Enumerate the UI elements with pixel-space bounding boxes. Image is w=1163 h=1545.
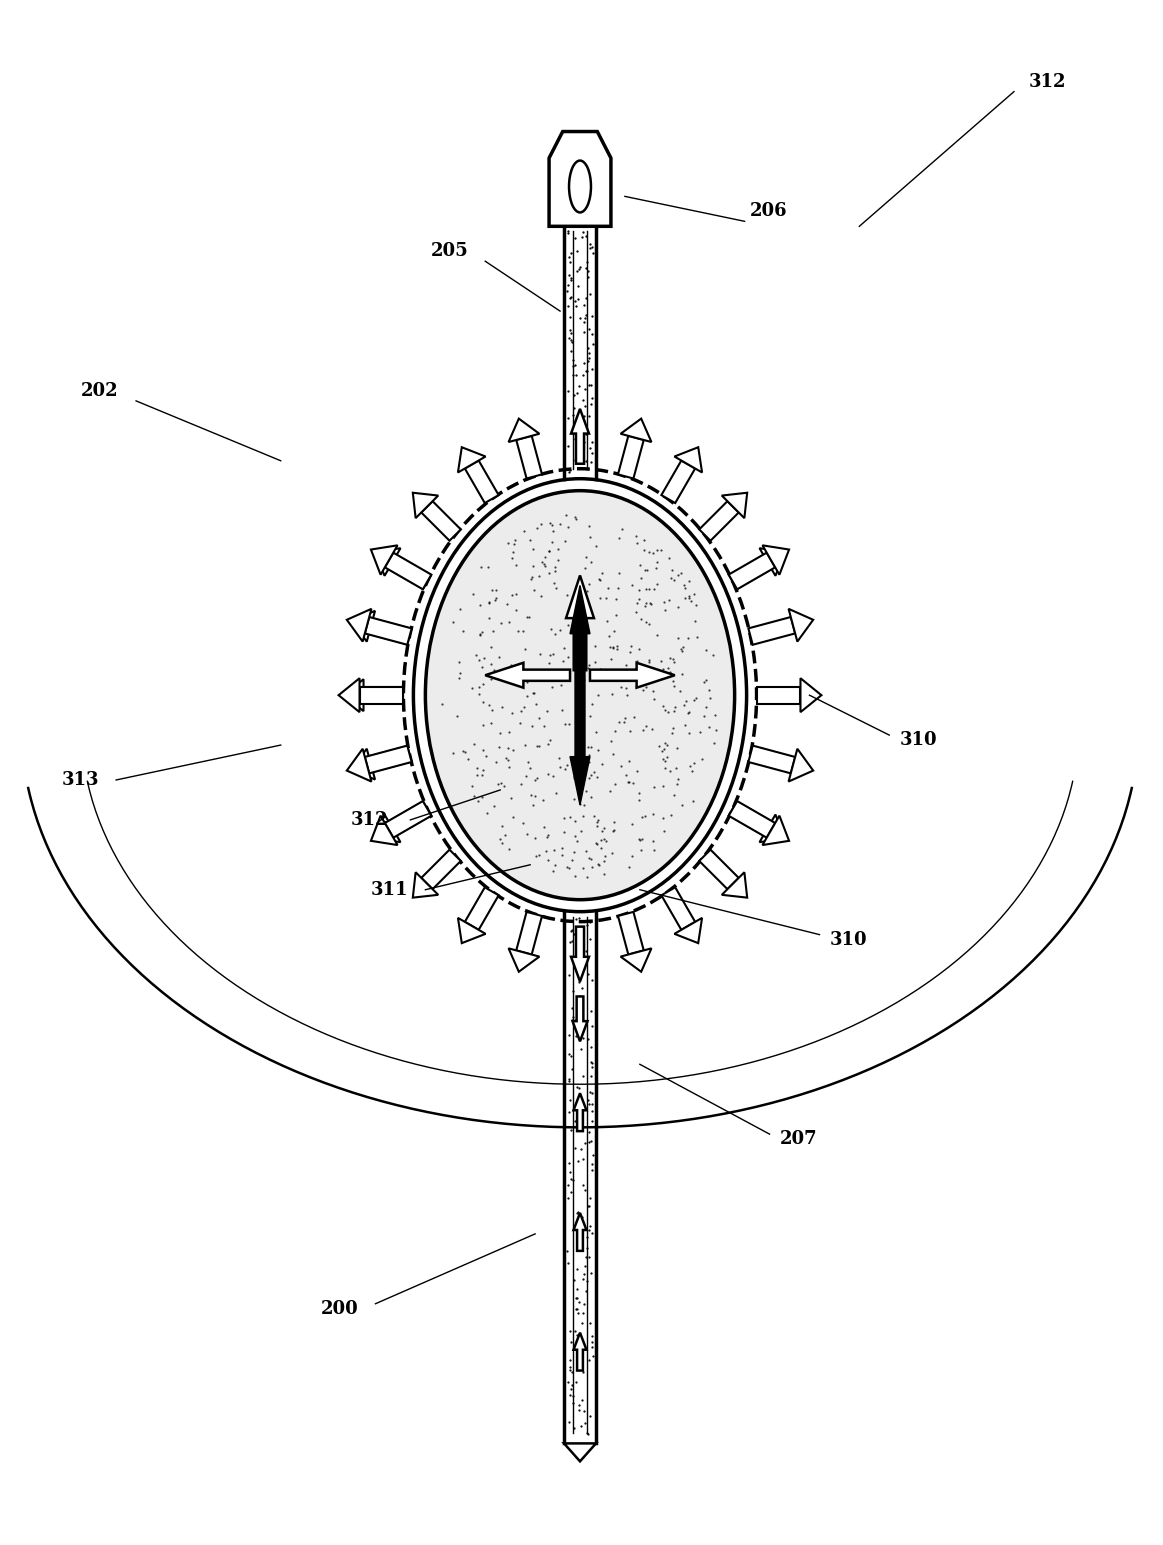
Polygon shape xyxy=(508,949,540,972)
Polygon shape xyxy=(343,680,364,711)
Text: 310: 310 xyxy=(829,930,868,949)
Polygon shape xyxy=(549,131,611,226)
Polygon shape xyxy=(413,873,438,898)
Polygon shape xyxy=(351,749,374,780)
Polygon shape xyxy=(458,447,486,473)
Polygon shape xyxy=(376,814,400,842)
Polygon shape xyxy=(800,678,821,712)
Polygon shape xyxy=(748,616,795,644)
Polygon shape xyxy=(590,663,675,688)
Polygon shape xyxy=(675,918,702,942)
Polygon shape xyxy=(759,548,785,576)
Text: 202: 202 xyxy=(81,382,119,400)
Polygon shape xyxy=(385,800,431,837)
Polygon shape xyxy=(365,616,412,644)
Polygon shape xyxy=(421,850,461,890)
Polygon shape xyxy=(371,816,398,845)
Polygon shape xyxy=(516,436,542,479)
Text: 200: 200 xyxy=(321,1299,358,1318)
Polygon shape xyxy=(618,912,644,955)
Polygon shape xyxy=(413,493,438,518)
Polygon shape xyxy=(729,555,771,589)
Polygon shape xyxy=(421,501,461,541)
Polygon shape xyxy=(722,873,747,898)
Ellipse shape xyxy=(426,491,735,899)
Polygon shape xyxy=(571,927,588,981)
Text: 206: 206 xyxy=(750,202,787,221)
Polygon shape xyxy=(388,555,431,589)
Polygon shape xyxy=(573,1213,586,1251)
Polygon shape xyxy=(571,409,588,464)
Polygon shape xyxy=(566,575,594,671)
Text: 312: 312 xyxy=(1029,73,1066,91)
Polygon shape xyxy=(385,553,431,589)
Polygon shape xyxy=(675,447,702,473)
Polygon shape xyxy=(347,609,371,641)
Polygon shape xyxy=(338,678,359,712)
Polygon shape xyxy=(729,800,776,837)
Polygon shape xyxy=(369,618,412,644)
Polygon shape xyxy=(465,460,499,504)
Polygon shape xyxy=(729,802,771,836)
Polygon shape xyxy=(621,949,651,972)
Text: 310: 310 xyxy=(899,731,937,749)
Polygon shape xyxy=(763,545,789,575)
Polygon shape xyxy=(376,548,400,576)
Polygon shape xyxy=(359,686,404,703)
Polygon shape xyxy=(508,419,540,442)
Polygon shape xyxy=(748,746,795,774)
Polygon shape xyxy=(465,887,499,930)
Polygon shape xyxy=(618,436,644,479)
Polygon shape xyxy=(369,746,412,772)
Polygon shape xyxy=(516,912,542,955)
Polygon shape xyxy=(351,610,374,641)
Polygon shape xyxy=(570,586,590,805)
Text: 312: 312 xyxy=(350,811,388,828)
Polygon shape xyxy=(347,749,371,782)
Polygon shape xyxy=(364,688,404,703)
Polygon shape xyxy=(789,749,813,782)
Polygon shape xyxy=(662,887,695,930)
Polygon shape xyxy=(699,501,739,541)
Polygon shape xyxy=(564,1443,595,1462)
Polygon shape xyxy=(699,850,739,890)
Polygon shape xyxy=(757,686,800,703)
Text: 207: 207 xyxy=(779,1129,818,1148)
Polygon shape xyxy=(388,802,431,836)
Polygon shape xyxy=(365,746,412,774)
Polygon shape xyxy=(763,816,789,845)
Polygon shape xyxy=(371,545,398,575)
Text: 313: 313 xyxy=(62,771,99,789)
Polygon shape xyxy=(759,814,785,842)
Polygon shape xyxy=(662,460,695,504)
Polygon shape xyxy=(621,419,651,442)
Polygon shape xyxy=(458,918,486,942)
Polygon shape xyxy=(722,493,747,518)
Polygon shape xyxy=(485,663,570,688)
Polygon shape xyxy=(729,553,776,589)
Polygon shape xyxy=(572,997,587,1041)
Polygon shape xyxy=(789,609,813,641)
Polygon shape xyxy=(573,1094,586,1131)
Text: 311: 311 xyxy=(371,881,408,899)
Polygon shape xyxy=(573,1333,586,1370)
Text: 205: 205 xyxy=(430,243,469,260)
